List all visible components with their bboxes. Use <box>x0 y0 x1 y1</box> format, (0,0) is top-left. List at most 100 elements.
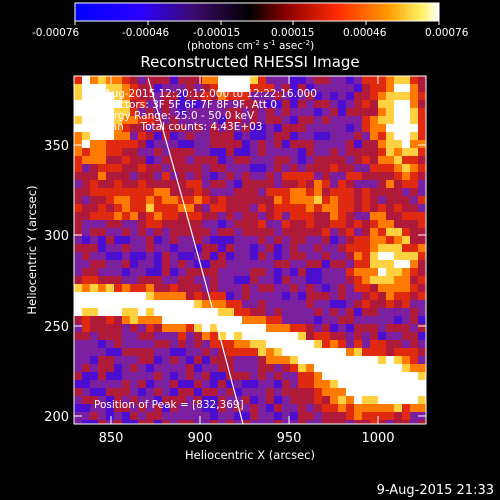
image-pixel <box>410 188 419 197</box>
image-pixel <box>386 116 395 125</box>
image-pixel <box>394 140 403 149</box>
image-pixel <box>258 276 267 285</box>
image-pixel <box>330 372 339 381</box>
image-pixel <box>90 356 99 365</box>
image-pixel <box>282 388 291 397</box>
image-pixel <box>362 300 371 309</box>
image-pixel <box>298 388 307 397</box>
image-pixel <box>402 372 411 381</box>
image-pixel <box>282 284 291 293</box>
image-pixel <box>218 252 227 261</box>
image-pixel <box>90 308 99 317</box>
solar-limb <box>147 77 244 424</box>
image-pixel <box>186 348 195 357</box>
image-pixel <box>402 348 411 357</box>
image-pixel <box>346 92 355 101</box>
image-pixel <box>122 100 131 109</box>
image-pixel <box>130 116 139 125</box>
image-pixel <box>218 380 227 389</box>
image-pixel <box>106 204 115 213</box>
image-pixel <box>394 420 403 424</box>
image-pixel <box>282 148 291 157</box>
image-pixel <box>290 220 299 229</box>
image-pixel <box>282 212 291 221</box>
image-pixel <box>242 260 251 269</box>
image-pixel <box>210 148 219 157</box>
image-pixel <box>250 356 259 365</box>
image-pixel <box>418 228 426 237</box>
image-pixel <box>74 276 83 285</box>
image-pixel <box>162 396 171 405</box>
image-pixel <box>226 212 235 221</box>
image-pixel <box>178 292 187 301</box>
image-pixel <box>370 220 379 229</box>
image-pixel <box>354 220 363 229</box>
image-pixel <box>394 340 403 349</box>
image-pixel <box>274 348 283 357</box>
image-pixel <box>90 316 99 325</box>
image-pixel <box>170 380 179 389</box>
image-pixel <box>282 188 291 197</box>
image-pixel <box>226 172 235 181</box>
image-pixel <box>418 292 426 301</box>
image-pixel <box>202 268 211 277</box>
image-pixel <box>410 92 419 101</box>
image-pixel <box>122 276 131 285</box>
image-pixel <box>306 172 315 181</box>
image-pixel <box>186 132 195 141</box>
image-pixel <box>194 116 203 125</box>
image-pixel <box>362 220 371 229</box>
image-pixel <box>346 228 355 237</box>
image-pixel <box>314 284 323 293</box>
image-pixel <box>354 244 363 253</box>
image-pixel <box>226 300 235 309</box>
image-pixel <box>146 260 155 269</box>
image-pixel <box>274 156 283 165</box>
image-pixel <box>282 180 291 189</box>
image-pixel <box>178 356 187 365</box>
image-pixel <box>106 420 115 424</box>
image-pixel <box>322 100 331 109</box>
image-pixel <box>402 420 411 424</box>
image-pixel <box>370 364 379 373</box>
image-pixel <box>98 420 107 424</box>
image-pixel <box>290 292 299 301</box>
image-pixel <box>122 284 131 293</box>
image-pixel <box>98 156 107 165</box>
image-pixel <box>274 236 283 245</box>
image-pixel <box>394 372 403 381</box>
image-pixel <box>258 284 267 293</box>
image-pixel <box>418 308 426 317</box>
image-pixel <box>354 76 363 85</box>
image-pixel <box>250 204 259 213</box>
image-pixel <box>82 356 91 365</box>
image-pixel <box>282 300 291 309</box>
image-pixel <box>258 260 267 269</box>
image-pixel <box>234 276 243 285</box>
image-pixel <box>202 356 211 365</box>
image-pixel <box>298 276 307 285</box>
image-pixel <box>226 340 235 349</box>
image-pixel <box>82 340 91 349</box>
image-pixel <box>234 316 243 325</box>
image-pixel <box>394 76 403 85</box>
image-pixel <box>314 332 323 341</box>
image-pixel <box>306 412 315 421</box>
image-pixel <box>218 268 227 277</box>
image-pixel <box>330 300 339 309</box>
image-pixel <box>370 300 379 309</box>
image-pixel <box>122 372 131 381</box>
image-pixel <box>114 204 123 213</box>
image-pixel <box>74 140 83 149</box>
image-pixel <box>338 340 347 349</box>
image-pixel <box>178 132 187 141</box>
image-pixel <box>258 380 267 389</box>
image-pixel <box>106 188 115 197</box>
image-pixel <box>122 404 131 413</box>
image-pixel <box>218 156 227 165</box>
image-pixel <box>346 364 355 373</box>
image-pixel <box>122 388 131 397</box>
image-pixel <box>106 124 115 133</box>
image-pixel <box>114 124 123 133</box>
image-pixel <box>378 116 387 125</box>
